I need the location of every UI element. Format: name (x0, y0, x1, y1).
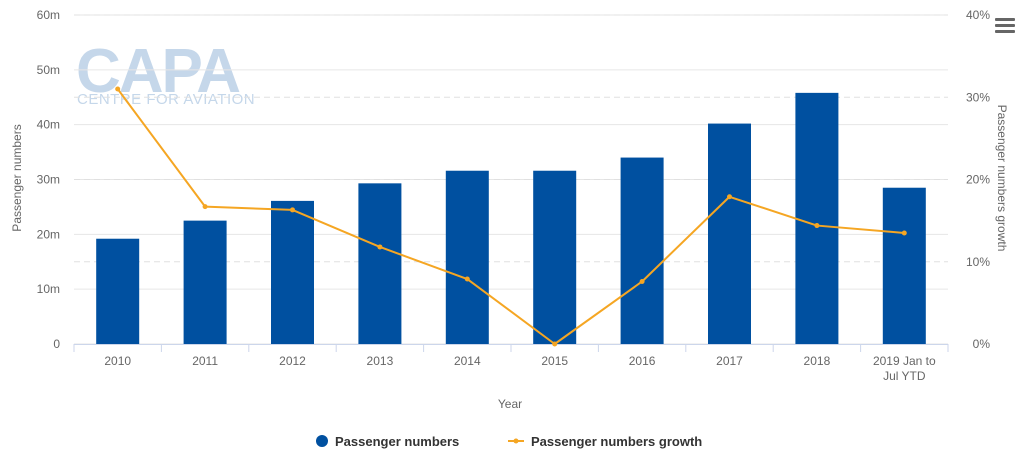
bar[interactable] (271, 200, 314, 344)
x-tick-label-line: 2015 (541, 354, 568, 368)
line-point[interactable] (552, 341, 558, 347)
line-point[interactable] (377, 244, 383, 250)
legend-label: Passenger numbers (335, 434, 459, 449)
x-tick-label-line: 2011 (192, 354, 218, 368)
y-right-tick-label: 30% (966, 90, 990, 104)
y-tick-label: 30m (37, 173, 60, 187)
x-tick-label: 2018 (804, 354, 831, 368)
x-tick-label: 2015 (541, 354, 568, 368)
bar[interactable] (708, 123, 751, 344)
hamburger-menu-icon[interactable] (994, 18, 1016, 38)
x-axis-ticks: 2010 2011 2012 2013 2014 2015 2016 2017 2018 2019… (104, 354, 936, 383)
y-axis-right-title: Passenger numbers growth (995, 105, 1009, 252)
line-point[interactable] (202, 204, 208, 210)
bar[interactable] (445, 170, 489, 344)
x-tick-label-line: 2017 (716, 354, 743, 368)
y-axis-title: Passenger numbers (10, 124, 24, 231)
y-right-tick-label: 10% (966, 255, 990, 269)
x-tick-label: 2017 (716, 354, 743, 368)
x-tick-label: 2013 (367, 354, 394, 368)
bar[interactable] (882, 187, 926, 344)
line-point[interactable] (814, 223, 820, 229)
x-tick-label: 2012 (279, 354, 306, 368)
x-tick-label: 2014 (454, 354, 481, 368)
x-tick-label-line: 2016 (629, 354, 656, 368)
y-tick-label: 60m (37, 8, 60, 22)
watermark-logo-text: CAPA (76, 37, 240, 106)
y-right-tick-label: 40% (966, 8, 990, 22)
x-tick-label-line: 2019 Jan to (873, 354, 936, 368)
y-tick-label: 0 (53, 337, 60, 351)
x-tick-label: 2019 Jan to Jul YTD (873, 354, 936, 383)
bar[interactable] (533, 170, 577, 344)
line-point[interactable] (290, 207, 295, 213)
bar[interactable] (795, 92, 839, 344)
x-tick-label-line: 2013 (367, 354, 394, 368)
bar[interactable] (358, 183, 402, 344)
y-right-tick-label: 20% (966, 173, 990, 187)
x-tick-label-line: 2012 (279, 354, 306, 368)
x-tick-label-line: 2018 (804, 354, 831, 368)
bar[interactable] (620, 157, 664, 344)
x-axis-title: Year (498, 397, 522, 411)
growth-line (116, 88, 905, 345)
bar[interactable] (96, 238, 140, 344)
y-tick-label: 10m (37, 282, 60, 296)
bar[interactable] (183, 220, 227, 344)
x-tick-label: 2010 (104, 354, 131, 368)
y-right-tick-label: 0% (973, 337, 991, 351)
legend: Passenger numbers Passenger numbers grow… (316, 434, 702, 449)
line-point[interactable] (464, 276, 470, 282)
line-series (115, 86, 907, 347)
x-tick-label: 2011 (192, 354, 218, 368)
legend-marker-dot (513, 438, 519, 444)
line-point[interactable] (901, 230, 907, 236)
watermark-subtitle: CENTRE FOR AVIATION (77, 91, 255, 108)
line-point[interactable] (115, 86, 121, 92)
legend-item-passenger-numbers[interactable]: Passenger numbers (316, 434, 459, 449)
right-axis-ticks: 0% 10% 20% 30% 40% (966, 8, 990, 351)
x-tick-label: 2016 (629, 354, 656, 368)
line-point[interactable] (727, 194, 732, 200)
line-point[interactable] (639, 278, 645, 284)
y-tick-label: 20m (37, 227, 60, 241)
left-axis-ticks: 0 10m 20m 30m 40m 50m 60m (37, 8, 61, 351)
legend-item-passenger-numbers-growth[interactable]: Passenger numbers growth (508, 434, 702, 449)
bar-series (96, 92, 926, 344)
y-tick-label: 40m (37, 118, 60, 132)
y-tick-label: 50m (37, 63, 60, 77)
x-tick-label-line: 2010 (104, 354, 131, 368)
x-tick-label-line: Jul YTD (883, 369, 926, 383)
x-tick-label-line: 2014 (454, 354, 481, 368)
legend-marker-bar (316, 435, 328, 447)
legend-label: Passenger numbers growth (531, 434, 702, 449)
capa-watermark: CAPA CENTRE FOR AVIATION (76, 37, 255, 108)
